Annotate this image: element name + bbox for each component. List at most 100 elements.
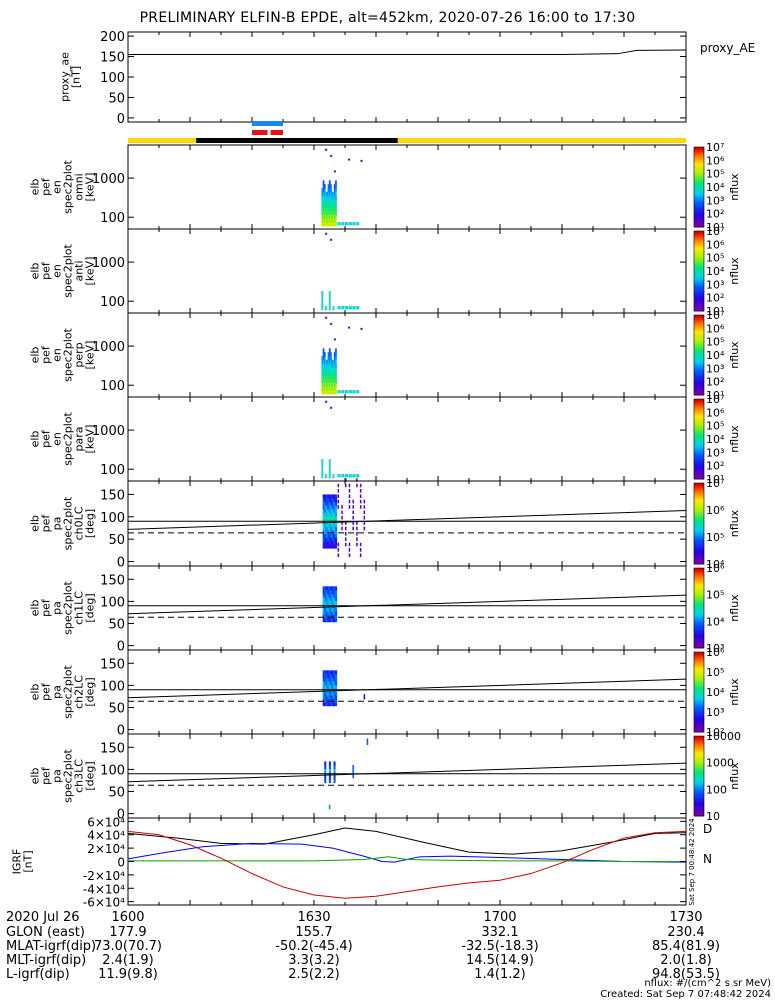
pa-ch0-spectrogram-pixel [327,530,330,535]
spec-perp-spectrogram-pixel [325,316,328,319]
pa-ch0-spectrogram-pixel [328,526,331,531]
spec-para-colorbar-cell [694,427,704,430]
spec-omni-colorbar-cell [694,199,704,202]
pa-ch2-ytick-label: 50 [108,701,125,716]
spec-anti-colorbar-cell [694,243,704,246]
pa-ch2-colorbar-label: 10⁶ [706,646,725,659]
pa-ch3-colorbar-cell [694,768,704,771]
spec-perp-spectrogram-pixel [326,390,329,395]
spec-anti-colorbar-cell [694,299,704,302]
pa-ch2-loss-cone-line [127,678,687,699]
pa-ch0-colorbar-cell [694,545,704,549]
spec-perp-spectrogram-pixel [327,371,330,376]
pa-ch1-spectrogram-pixel [333,611,336,616]
spec-perp-spectrogram-pixel [322,363,325,368]
pa-ch2-spectrogram-pixel [324,702,327,707]
spec-omni-spectrogram-pixel [330,210,332,216]
pa-ch0-spectrogram-pixel [330,537,333,542]
pa-ch0-spectrogram-pixel [331,526,335,531]
igrf-ylabel: [nT] [22,850,35,872]
spec-perp-spectrogram-pixel [333,378,336,384]
pa-ch0-spectrogram-pixel [352,521,354,525]
pa-ch0-spectrogram-pixel [345,537,347,541]
spec-perp-colorbar-cell [694,383,704,386]
spec-omni-colorbar-cell [694,151,704,154]
spec-anti-colorbar-cell [694,257,704,260]
spec-omni-spectrogram-pixel [335,222,337,227]
pa-ch1-colorbar-cell [694,616,704,619]
pa-ch0-colorbar-cell [694,517,704,520]
pa-ch0-colorbar-label: 10⁷ [706,477,724,490]
spec-anti-colorbar-label: 10⁴ [706,265,725,278]
pa-ch1-colorbar-cell [694,582,704,585]
pa-ch2-spectrogram-pixel [335,698,338,703]
pa-ch0-spectrogram-pixel [328,537,331,542]
pa-ch0-spectrogram-pixel [331,537,335,542]
spec-para-colorbar-label: 10³ [706,446,724,459]
time-axis-label: 1630 [297,910,330,925]
pa-ch0-spectrogram-pixel [330,530,333,535]
pa-ch0-spectrogram-pixel [348,553,351,558]
pa-ch2-spectrogram-pixel [325,677,328,682]
spec-perp-spectrogram-pixel [323,378,326,384]
spec-perp-spectrogram-pixel [327,386,330,391]
pa-ch1-colorbar-cell [694,598,704,601]
pa-ch0-spectrogram-pixel [322,515,325,520]
pa-ch2-spectrogram-pixel [331,680,335,685]
pa-ch2-spectrogram-pixel [328,684,331,689]
spec-anti-colorbar-cell [694,239,704,242]
spec-omni-colorbar-title: nflux [728,173,741,201]
pa-ch2-colorbar-cell [694,674,704,677]
pa-ch0-colorbar-cell [694,543,704,547]
pa-ch0-colorbar-cell [694,521,704,524]
spec-omni-ylabel: [keV] [84,173,97,202]
spec-perp-spectrogram-pixel [322,371,325,376]
pa-ch3-ylabel: pef [40,766,53,785]
spec-perp-spectrogram-pixel [325,371,327,376]
pa-ch2-spectrogram-pixel [324,691,327,696]
pa-ch2-colorbar-cell [694,728,704,731]
pa-ch0-ylabel: spec2plot [62,496,75,550]
spec-perp-colorbar-cell [694,373,704,376]
spec-anti-ylabel: elb [29,263,42,280]
spec-omni-spectrogram-pixel [322,214,325,219]
pa-ch0-spectrogram-pixel [327,494,330,499]
spec-para-colorbar-cell [694,455,704,458]
spec-para-colorbar-label: 10⁶ [706,406,725,419]
spec-anti-colorbar-cell [694,259,704,262]
spec-perp-spectrogram-pixel [331,374,334,380]
spec-perp-colorbar-cell [694,327,704,330]
pa-ch0-spectrogram-pixel [327,505,330,510]
pa-ch0-spectrogram-pixel [324,508,327,513]
spec-perp-spectrogram-pixel [323,390,326,395]
pa-ch3-loss-cone-line [127,762,687,783]
pa-ch0-spectrogram-pixel [324,498,327,503]
pa-ch0-spectrogram-pixel [356,483,358,488]
pa-ch0-spectrogram-pixel [363,499,366,504]
spec-omni-spectrogram-pixel [335,210,337,216]
spec-para-ylabel: elb [29,431,42,448]
spec-perp-spectrogram-pixel [325,382,327,387]
pa-ch1-spectrogram-pixel [330,614,333,619]
spec-omni-spectrogram-pixel [323,218,326,223]
pa-ch1-spectrogram-pixel [322,596,325,601]
pa-ch2-spectrogram-pixel [328,691,331,696]
pa-ch2-spectrogram-pixel [322,680,325,685]
spec-omni-spectrogram-pixel [335,203,337,208]
pa-ch2-spectrogram-pixel [328,695,331,700]
pa-ch1-spectrogram-pixel [327,593,330,598]
spec-anti-colorbar-label: 10² [706,292,724,305]
spec-perp-colorbar-cell [694,321,704,324]
spec-omni-spectrogram-pixel [327,214,330,219]
pa-ch0-spectrogram-pixel [330,526,333,531]
spec-omni-colorbar-cell [694,165,704,168]
pa-ch1-spectrogram-pixel [331,600,335,605]
spec-omni-spectrogram-pixel [330,199,332,204]
spec-para-ytick-label: 100 [100,463,125,478]
spec-perp-ylabel: perp [73,342,86,367]
spec-anti-colorbar-cell [694,247,704,250]
spec-anti-spectrogram-pixel [328,298,331,303]
pa-ch0-spectrogram-pixel [327,533,330,538]
spec-omni-spectrogram-pixel [330,187,332,193]
spec-anti-colorbar-label: 10⁵ [706,252,724,265]
